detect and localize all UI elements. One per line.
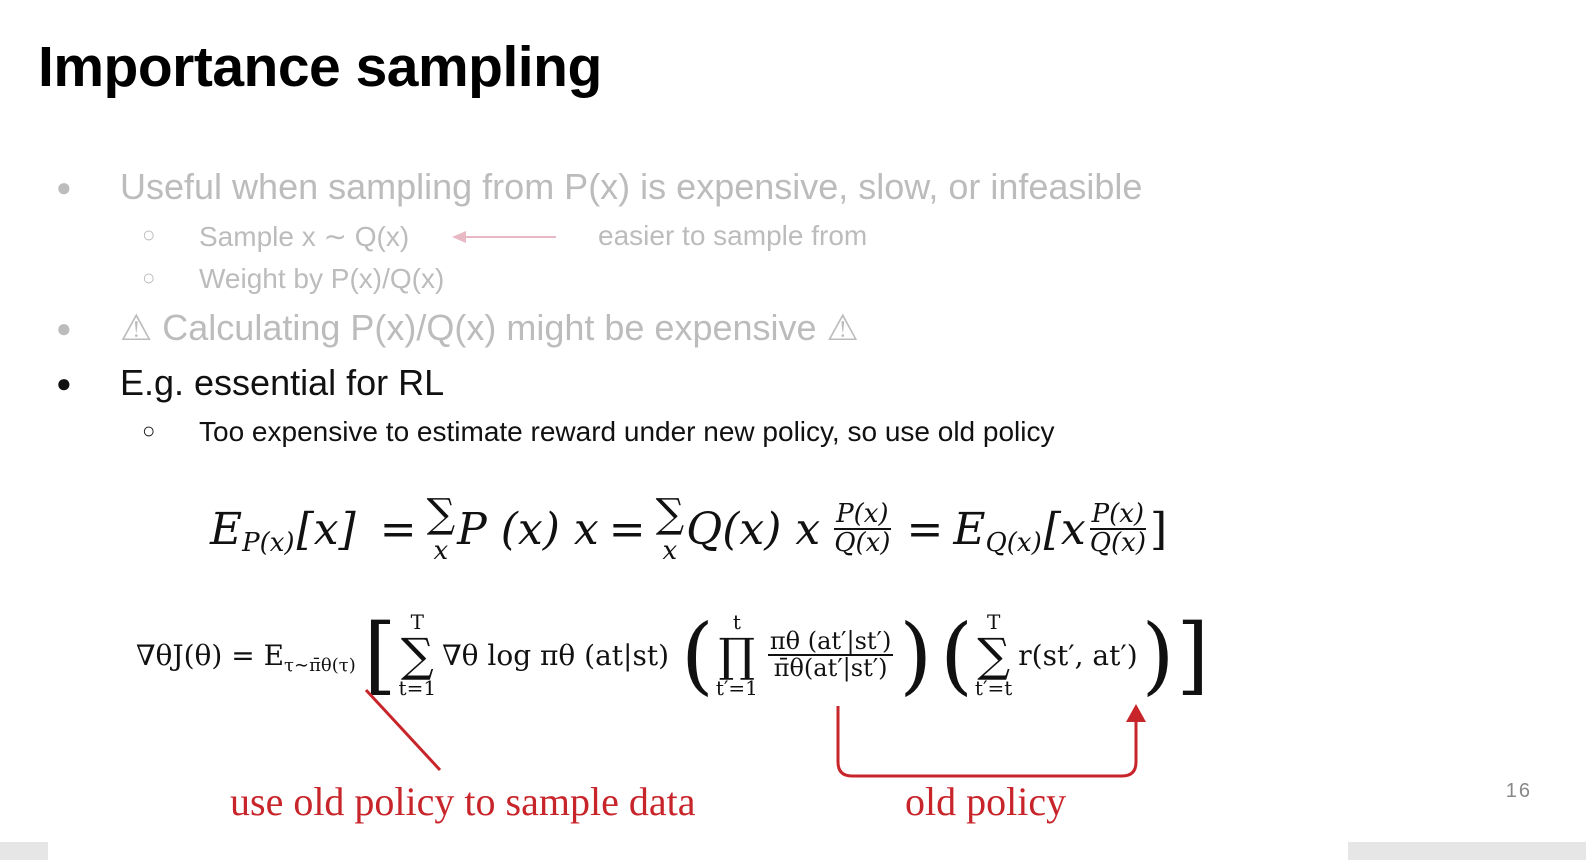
sum-symbol: ∑ (655, 491, 685, 537)
eq2-sum-1: T ∑ t=1 (399, 612, 437, 698)
bullet-dot: ● (56, 172, 72, 202)
product-symbol: ∏ (718, 628, 756, 682)
eq2-paren-open-2: ( (940, 606, 973, 704)
sum-bottom: t′=t (974, 676, 1013, 700)
bottom-edge-shadow (0, 842, 1586, 860)
ratio-numerator: P(x) (1089, 498, 1147, 530)
sum-top: T (410, 610, 424, 634)
eq1-lhs-arg: [x] (296, 503, 356, 555)
eq1-equals-2: = (608, 503, 646, 555)
eq1-ratio: P(x) Q(x) (832, 498, 892, 558)
sum-symbol: ∑ (426, 491, 456, 537)
sum-index: x (662, 536, 678, 566)
up-arrow-icon (1126, 704, 1146, 722)
bullet-dot: ● (56, 313, 72, 343)
bullet-3-text: E.g. essential for RL (120, 362, 445, 403)
ratio-numerator: P(x) (834, 498, 891, 530)
eq2-grad-term: ∇θ log πθ (at|st) (442, 638, 670, 672)
sample-note: easier to sample from (598, 220, 868, 251)
sum-index: x (433, 536, 449, 566)
eq2-paren-close-2: ) (1141, 606, 1175, 704)
eq2-bracket-open: [ (363, 606, 397, 704)
sub-bullet-3-1-text: Too expensive to estimate reward under n… (199, 416, 1055, 447)
ratio-numerator: πθ (at′|st′) (767, 626, 894, 656)
eq2-sum-2: T ∑ t′=t (975, 612, 1012, 698)
sum-bottom: t=1 (398, 676, 437, 700)
sum-symbol: ∑ (400, 628, 434, 682)
policy-gradient-equation: ∇θJ(θ) = E τ∼π̄θ(τ) [ T ∑ t=1 ∇θ log πθ … (136, 612, 1209, 698)
eq1-rhs-open: [x (1043, 503, 1086, 555)
eq1-equals-3: = (906, 503, 944, 555)
eq2-paren-open-1: ( (681, 606, 714, 704)
annotation-old-policy: old policy (905, 779, 1067, 824)
ratio-denominator: Q(x) (834, 528, 891, 558)
page-number: 16 (1505, 780, 1532, 802)
slide-title: Importance sampling (38, 35, 602, 99)
eq1-rhs-ratio: P(x) Q(x) (1088, 498, 1148, 558)
sub-bullet-dot: ○ (142, 265, 156, 290)
eq2-lhs: ∇θJ(θ) = E (136, 638, 285, 672)
product-bottom: t′=1 (715, 676, 758, 700)
eq2-reward-term: r(st′, at′) (1018, 638, 1138, 672)
eq2-lhs-sub: τ∼π̄θ(τ) (284, 654, 356, 676)
eq2-paren-close-1: ) (899, 606, 933, 704)
eq1-equals-1: = (379, 503, 417, 555)
sub-bullet-dot: ○ (142, 222, 156, 247)
eq2-bracket-close: ] (1176, 606, 1210, 704)
sub-bullet-1-1-text: Sample x ∼ Q(x) (199, 221, 410, 252)
sum-top: T (986, 610, 1001, 634)
eq2-ratio: πθ (at′|st′) π̄θ(at′|st′) (767, 626, 894, 682)
eq1-sum-2: ∑ x (656, 494, 685, 564)
eq1-rhs-E: E (953, 503, 986, 555)
eq1-term2: Q(x) x (686, 503, 821, 555)
eq1-lhs-E: E (210, 503, 243, 555)
left-arrow-icon (452, 231, 556, 243)
eq1-sum-1: ∑ x (427, 494, 456, 564)
eq1-rhs-close: ] (1149, 503, 1168, 555)
ratio-denominator: Q(x) (1089, 528, 1146, 558)
sum-symbol: ∑ (977, 628, 1011, 682)
eq1-term1: P (x) x (457, 503, 599, 555)
annotation-old-policy-sample: use old policy to sample data (230, 779, 696, 824)
ratio-denominator: π̄θ(at′|st′) (773, 654, 888, 682)
product-top: t (732, 610, 741, 634)
eq1-rhs-sub: Q(x) (985, 528, 1042, 558)
eq1-lhs-sub: P(x) (242, 528, 295, 558)
eq2-product: t ∏ t′=1 (716, 612, 758, 698)
sub-bullet-dot: ○ (142, 418, 156, 443)
bullet-1-text: Useful when sampling from P(x) is expens… (120, 166, 1143, 207)
bullet-2-text: ⚠ Calculating P(x)/Q(x) might be expensi… (120, 307, 859, 348)
right-annotation-bracket (836, 706, 1138, 778)
sub-bullet-1-2-text: Weight by P(x)/Q(x) (199, 263, 445, 294)
left-annotation-line (364, 688, 442, 772)
bullet-dot: ● (56, 368, 72, 398)
importance-sampling-equation: E P(x) [x] = ∑ x P (x) x = ∑ x Q(x) x P(… (210, 494, 1167, 564)
